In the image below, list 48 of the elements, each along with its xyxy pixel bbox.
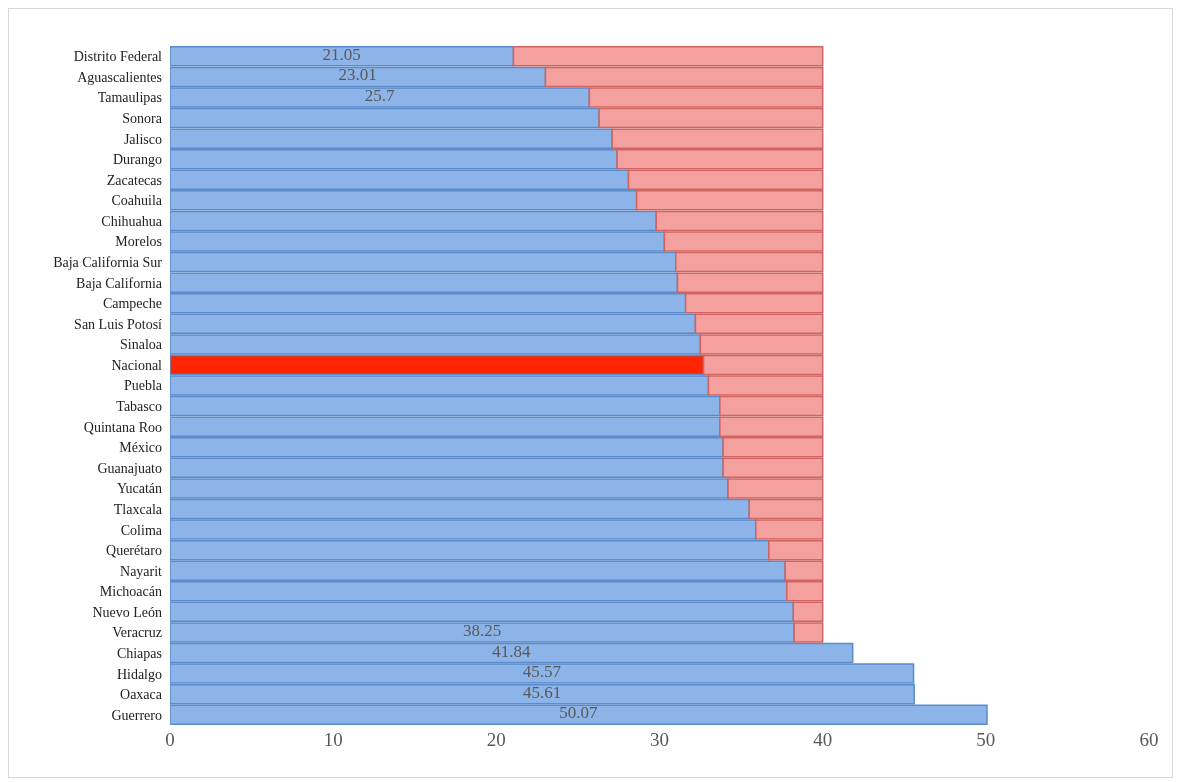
data-label: 45.57 xyxy=(522,662,562,682)
y-tick-label: Baja California xyxy=(76,275,163,291)
data-label: 50.07 xyxy=(559,703,599,723)
y-tick-label: Tlaxcala xyxy=(113,501,163,517)
x-tick-label: 50 xyxy=(976,729,996,751)
y-tick-label: México xyxy=(119,440,162,456)
data-label: 45.61 xyxy=(522,682,562,702)
y-tick-label: Sonora xyxy=(122,110,163,126)
y-tick-label: Nayarit xyxy=(120,563,163,579)
y-tick-label: Nacional xyxy=(111,357,163,373)
y-tick-label: Guerrero xyxy=(111,707,162,723)
y-tick-label: Tamaulipas xyxy=(97,90,162,106)
y-tick-label: San Luis Potosí xyxy=(74,316,163,332)
y-tick-label: Chiapas xyxy=(116,645,162,661)
y-tick-label: Querétaro xyxy=(106,543,162,559)
y-tick-label: Nuevo León xyxy=(92,604,162,620)
y-tick-label: Veracruz xyxy=(112,625,162,641)
x-tick-label: 0 xyxy=(165,729,175,751)
y-tick-label: Puebla xyxy=(123,378,163,394)
x-tick-label: 40 xyxy=(813,729,833,751)
data-label: 23.01 xyxy=(338,65,377,85)
y-tick-label: Aguascalientes xyxy=(77,69,162,85)
x-tick-label: 30 xyxy=(650,729,669,751)
data-label: 21.05 xyxy=(322,44,361,64)
y-tick-label: Colima xyxy=(120,522,163,538)
y-tick-label: Michoacán xyxy=(99,584,162,600)
y-tick-label: Hidalgo xyxy=(116,666,162,682)
y-tick-label: Distrito Federal xyxy=(73,49,163,65)
x-tick-label: 10 xyxy=(323,729,343,751)
y-tick-label: Zacatecas xyxy=(106,172,162,188)
y-tick-label: Guanajuato xyxy=(97,460,162,476)
y-tick-label: Baja California Sur xyxy=(53,255,163,271)
y-tick-label: Tabasco xyxy=(116,399,162,415)
x-tick-label: 20 xyxy=(486,729,506,751)
y-tick-label: Oaxaca xyxy=(120,687,163,703)
y-tick-label: Campeche xyxy=(102,296,162,312)
y-tick-label: Sinaloa xyxy=(120,337,163,353)
y-tick-label: Quintana Roo xyxy=(83,419,162,435)
y-tick-label: Jalisco xyxy=(123,131,162,147)
data-label: 25.7 xyxy=(364,85,396,105)
y-tick-label: Chihuahua xyxy=(101,213,163,229)
data-label: 41.84 xyxy=(492,641,531,661)
y-tick-label: Morelos xyxy=(115,234,162,250)
data-label: 38.25 xyxy=(462,620,502,640)
y-tick-label: Yucatán xyxy=(116,481,162,497)
y-tick-label: Coahuila xyxy=(111,193,163,209)
y-tick-label: Durango xyxy=(113,152,162,168)
x-tick-label: 60 xyxy=(1139,729,1159,751)
